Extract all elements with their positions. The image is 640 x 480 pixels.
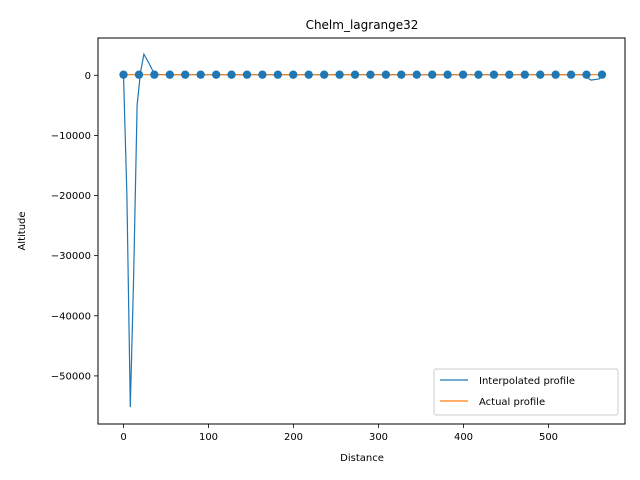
x-tick-label: 100 <box>199 432 218 443</box>
data-point <box>319 70 329 79</box>
data-point <box>350 70 360 79</box>
data-point <box>181 70 190 79</box>
x-tick-label: 500 <box>539 432 558 443</box>
x-tick-label: 0 <box>120 432 126 443</box>
y-tick-label: 0 <box>85 71 91 82</box>
legend-box <box>433 368 619 416</box>
data-point <box>474 70 483 79</box>
data-point <box>536 70 545 79</box>
x-axis-label: Distance <box>340 453 384 464</box>
x-tick-label: 300 <box>369 432 388 443</box>
plot-frame <box>97 37 626 425</box>
data-point <box>489 70 499 79</box>
y-tick-label: −30000 <box>51 251 91 262</box>
x-axis-ticks: 0 100 200 300 400 500 <box>120 424 558 443</box>
legend: Interpolated profile Actual profile <box>433 368 619 416</box>
data-point <box>165 70 175 79</box>
y-axis-label: Altitude <box>17 211 28 250</box>
y-tick-label: −50000 <box>51 371 91 382</box>
y-axis-ticks: −50000 −40000 −30000 −20000 −10000 0 <box>51 71 98 382</box>
data-point <box>366 70 375 79</box>
y-tick-label: −10000 <box>51 131 91 142</box>
data-point <box>443 70 452 79</box>
data-point <box>273 70 283 79</box>
data-point <box>566 70 576 79</box>
legend-label-actual: Actual profile <box>479 397 545 408</box>
data-point <box>258 70 267 79</box>
x-tick-label: 200 <box>284 432 303 443</box>
data-point <box>119 70 128 79</box>
data-point <box>397 70 406 79</box>
plot-area <box>98 38 625 424</box>
data-point <box>505 70 514 79</box>
data-point <box>211 70 221 79</box>
y-tick-label: −40000 <box>51 311 91 322</box>
data-point <box>551 70 560 79</box>
y-tick-label: −20000 <box>51 191 91 202</box>
data-point <box>289 70 298 79</box>
data-point <box>582 70 591 79</box>
x-tick-label: 400 <box>454 432 473 443</box>
data-point <box>304 70 313 79</box>
chart-title: Chelm_lagrange32 <box>306 18 419 32</box>
legend-label-interpolated: Interpolated profile <box>479 376 575 387</box>
data-point <box>597 70 607 79</box>
series-markers <box>119 70 607 79</box>
data-point <box>335 70 344 79</box>
data-point <box>134 70 144 79</box>
data-point <box>428 70 437 79</box>
data-point <box>242 70 252 79</box>
plot-group <box>119 52 607 408</box>
data-point <box>227 70 236 79</box>
data-point <box>150 70 159 79</box>
data-point <box>520 70 529 79</box>
data-point <box>196 70 205 79</box>
data-point <box>412 70 421 79</box>
data-point <box>381 70 391 79</box>
data-point <box>458 70 468 79</box>
